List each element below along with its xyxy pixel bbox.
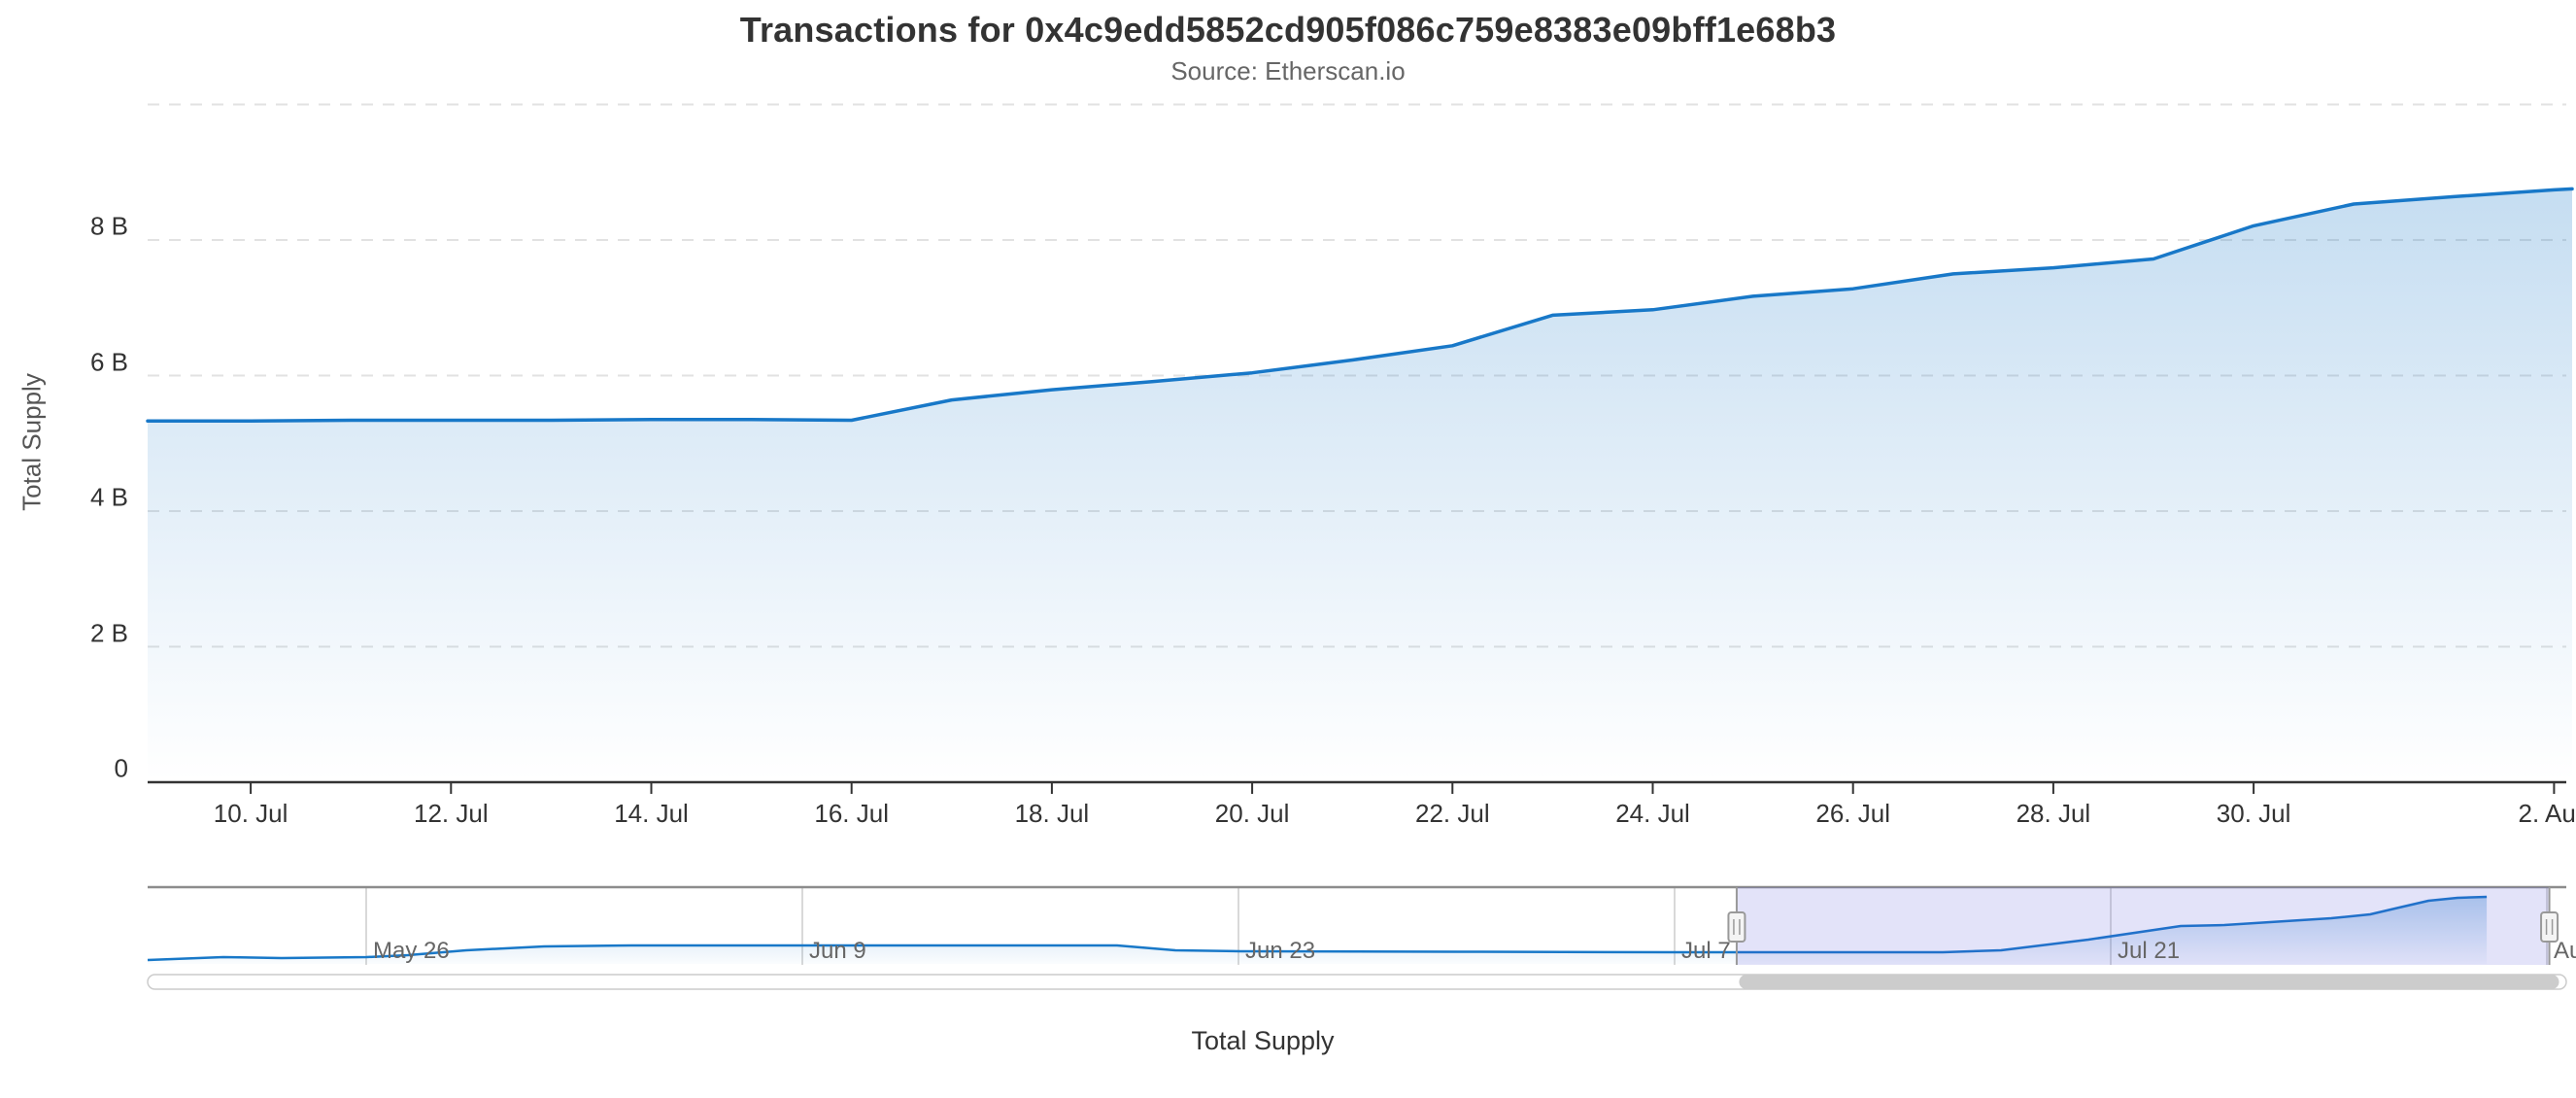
navigator-selected-range[interactable] [1736, 887, 2550, 965]
navigator[interactable] [147, 885, 2566, 965]
navigator-scrollbar[interactable] [147, 974, 2567, 990]
total-supply-line [146, 187, 2574, 423]
x-axis [148, 780, 2566, 794]
scrollbar-thumb[interactable] [1739, 975, 2559, 989]
chart-title: Transactions for 0x4c9edd5852cd905f086c7… [739, 10, 1837, 50]
legend-item-total-supply[interactable]: Total Supply [1191, 1026, 1335, 1055]
navigator-line [147, 895, 2488, 962]
total-supply-area [148, 189, 2572, 781]
chart-subtitle: Source: Etherscan.io [1170, 56, 1406, 86]
navigator-handle-right[interactable] [2540, 911, 2559, 943]
navigator-area [148, 897, 2488, 964]
total-supply-series [146, 187, 2574, 781]
navigator-handle-left[interactable] [1727, 911, 1746, 943]
